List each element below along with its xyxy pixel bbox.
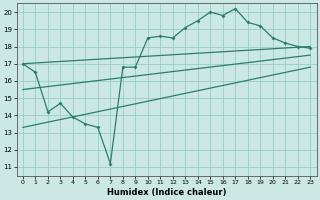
X-axis label: Humidex (Indice chaleur): Humidex (Indice chaleur) bbox=[107, 188, 226, 197]
